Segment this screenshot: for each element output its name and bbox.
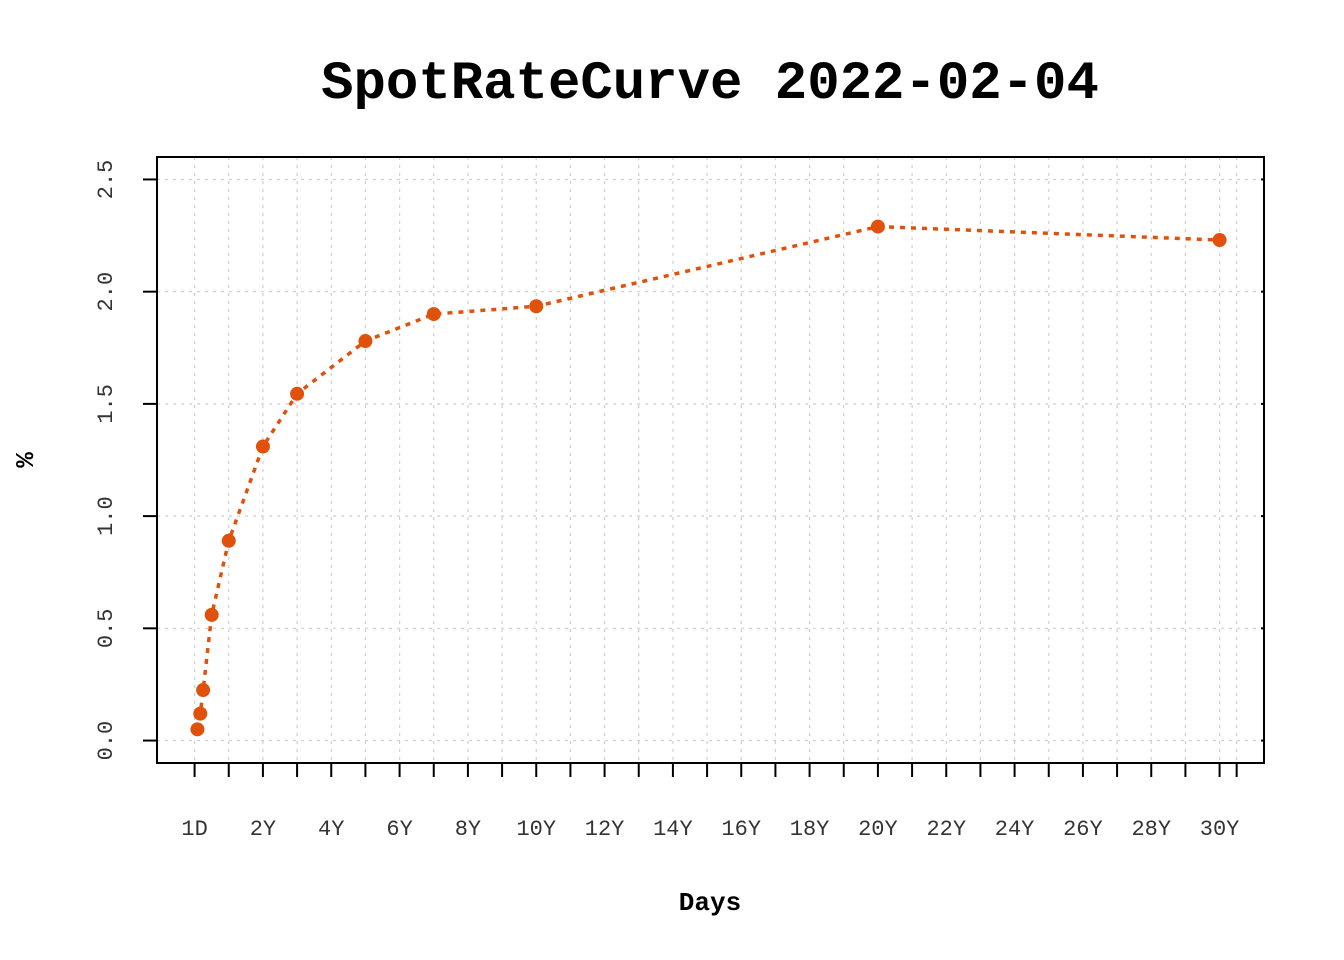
x-tick-label: 24Y <box>995 817 1035 842</box>
x-tick-label: 26Y <box>1063 817 1103 842</box>
x-tick-label: 18Y <box>790 817 830 842</box>
y-tick-label: 0.0 <box>94 721 119 761</box>
chart-title: SpotRateCurve 2022-02-04 <box>321 54 1099 115</box>
y-axis-label: % <box>11 452 41 468</box>
y-tick-label: 2.5 <box>94 160 119 200</box>
data-point <box>358 334 373 349</box>
y-tick-label: 1.0 <box>94 496 119 536</box>
x-tick-label: 12Y <box>585 817 625 842</box>
data-point <box>1212 233 1227 248</box>
x-tick-label: 14Y <box>653 817 693 842</box>
data-point <box>221 533 236 548</box>
x-tick-label: 6Y <box>386 817 412 842</box>
y-tick-label: 2.0 <box>94 272 119 312</box>
data-point <box>870 219 885 234</box>
series-line <box>195 224 1220 730</box>
data-point <box>529 299 544 314</box>
plot-frame <box>156 156 1265 764</box>
x-tick-label: 30Y <box>1200 817 1240 842</box>
series-spot-rate <box>190 219 1227 737</box>
data-point <box>204 607 219 622</box>
x-tick-label: 20Y <box>858 817 898 842</box>
x-tick-label: 28Y <box>1131 817 1171 842</box>
x-tick-label: 4Y <box>318 817 344 842</box>
x-axis-label: Days <box>679 888 741 918</box>
x-tick-label: 8Y <box>455 817 481 842</box>
y-tick-label: 1.5 <box>94 384 119 424</box>
grid <box>157 157 1264 763</box>
y-tick-label: 0.5 <box>94 609 119 649</box>
data-point <box>190 722 205 737</box>
data-point <box>193 706 208 721</box>
x-tick-label: 22Y <box>926 817 966 842</box>
x-tick-label: 2Y <box>250 817 276 842</box>
data-point <box>290 386 305 401</box>
data-point <box>255 439 270 454</box>
y-axis: 0.0 0.5 1.0 1.5 2.0 2.5 <box>94 160 1264 761</box>
x-tick-label: 1D <box>181 817 207 842</box>
x-axis: 1D 2Y 4Y 6Y 8Y 10Y 12Y 14Y 16Y 18Y 20Y 22Y 24Y 26Y 28Y… <box>181 763 1239 842</box>
x-tick-label: 16Y <box>721 817 761 842</box>
x-tick-label: 10Y <box>516 817 556 842</box>
data-point <box>196 683 211 698</box>
data-point <box>426 307 441 322</box>
